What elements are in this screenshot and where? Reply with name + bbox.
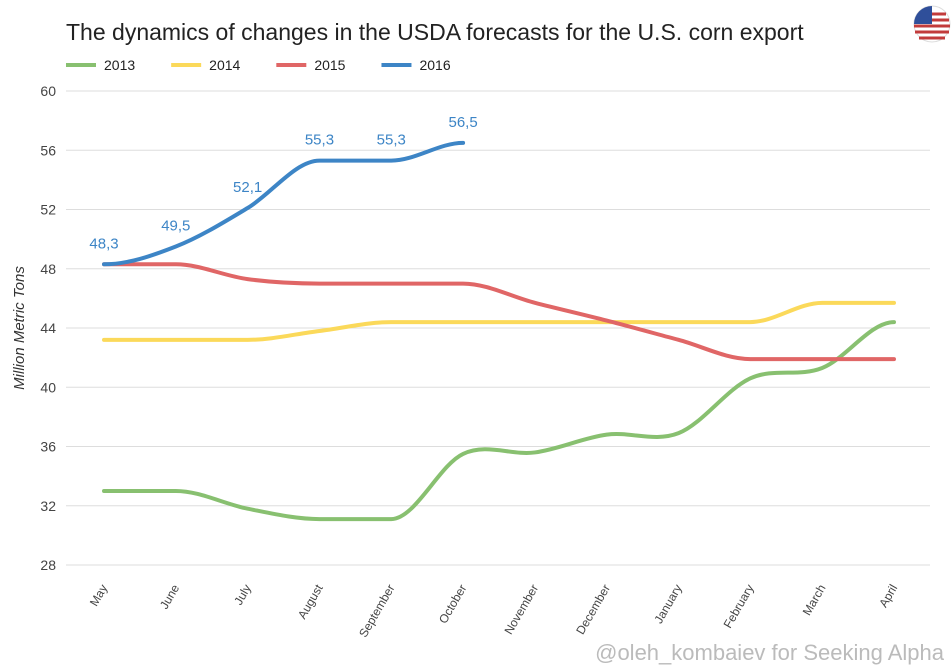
x-tick-label: October bbox=[436, 582, 469, 626]
x-tick-label: December bbox=[573, 582, 613, 637]
y-tick-label: 56 bbox=[40, 142, 56, 158]
data-label: 52,1 bbox=[233, 179, 262, 196]
y-tick-label: 40 bbox=[40, 379, 56, 395]
chart-title: The dynamics of changes in the USDA fore… bbox=[66, 19, 804, 45]
x-tick-label: July bbox=[231, 582, 254, 607]
y-tick-label: 28 bbox=[40, 557, 56, 573]
y-tick-label: 60 bbox=[40, 83, 56, 99]
legend-label: 2014 bbox=[209, 57, 240, 73]
y-tick-label: 44 bbox=[40, 320, 56, 336]
data-label: 55,3 bbox=[305, 132, 334, 149]
x-tick-label: November bbox=[501, 582, 541, 637]
credit: @oleh_kombaiev for Seeking Alpha bbox=[595, 640, 945, 665]
y-tick-label: 52 bbox=[40, 202, 56, 218]
x-tick-label: April bbox=[876, 582, 900, 610]
y-axis-label: Million Metric Tons bbox=[11, 266, 28, 390]
data-label: 49,5 bbox=[161, 218, 190, 235]
series-line bbox=[102, 262, 896, 362]
series-line bbox=[102, 320, 896, 522]
series-line bbox=[102, 300, 896, 342]
flag-icon bbox=[913, 5, 951, 43]
x-tick-label: February bbox=[721, 582, 757, 631]
data-label: 48,3 bbox=[89, 235, 118, 252]
x-tick-label: May bbox=[87, 582, 110, 609]
y-tick-label: 36 bbox=[40, 439, 56, 455]
y-tick-label: 48 bbox=[40, 261, 56, 277]
legend-label: 2015 bbox=[314, 57, 345, 73]
x-tick-label: March bbox=[800, 582, 829, 618]
x-tick-label: January bbox=[651, 582, 684, 626]
x-tick-label: June bbox=[157, 582, 182, 612]
x-tick-label: August bbox=[295, 581, 326, 621]
x-tick-label: September bbox=[356, 582, 397, 640]
series-line bbox=[102, 140, 466, 267]
data-label: 56,5 bbox=[448, 114, 477, 131]
legend-label: 2013 bbox=[104, 57, 135, 73]
y-tick-label: 32 bbox=[40, 498, 56, 514]
data-label: 55,3 bbox=[377, 132, 406, 149]
legend-label: 2016 bbox=[419, 57, 450, 73]
